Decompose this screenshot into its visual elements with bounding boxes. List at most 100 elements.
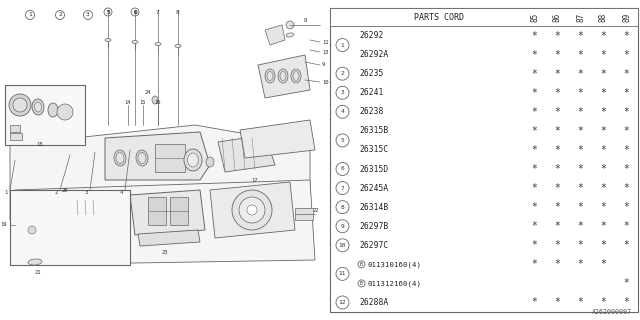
Text: 8: 8 [303,18,307,22]
Text: 5: 5 [106,10,110,14]
Text: *: * [623,202,629,212]
Text: *: * [623,145,629,155]
Text: 85: 85 [530,12,539,22]
Text: *: * [600,202,607,212]
Text: *: * [555,30,561,41]
Ellipse shape [105,38,111,42]
Text: *: * [555,221,561,231]
Text: 22: 22 [313,207,319,212]
Text: PARTS CORD: PARTS CORD [414,12,464,21]
Circle shape [336,105,349,118]
Text: 21: 21 [35,269,41,275]
Polygon shape [130,190,205,235]
Text: *: * [577,126,584,136]
Text: 7: 7 [156,10,160,14]
Text: 26297B: 26297B [359,222,388,231]
Text: *: * [600,183,607,193]
Text: *: * [532,145,538,155]
Bar [330,8,638,26]
Bar [155,144,185,172]
Polygon shape [240,120,315,158]
Bar [330,8,638,312]
Ellipse shape [188,153,198,167]
Polygon shape [210,182,295,238]
Text: 26292: 26292 [359,31,383,40]
Text: 011312160(4): 011312160(4) [367,280,421,287]
Text: 5: 5 [340,138,344,143]
Text: 13: 13 [322,50,328,54]
Text: *: * [532,69,538,79]
Text: 9: 9 [340,224,344,229]
Text: *: * [532,298,538,308]
Text: *: * [555,145,561,155]
Text: *: * [532,107,538,117]
Text: 3: 3 [84,190,88,196]
Ellipse shape [116,153,124,164]
Circle shape [336,268,349,280]
Polygon shape [138,230,200,246]
Ellipse shape [206,157,214,167]
Text: *: * [555,298,561,308]
Bar [295,208,313,220]
Text: *: * [600,145,607,155]
Text: *: * [600,164,607,174]
Text: *: * [555,126,561,136]
Circle shape [336,181,349,195]
Bar [148,197,166,225]
Polygon shape [258,55,310,98]
Ellipse shape [132,41,138,44]
Text: *: * [600,259,607,269]
Text: *: * [623,298,629,308]
Text: 11: 11 [322,39,328,44]
Text: *: * [623,50,629,60]
Text: B: B [360,262,363,267]
Text: *: * [577,107,584,117]
Ellipse shape [155,43,161,45]
Ellipse shape [175,44,181,47]
Text: 26235: 26235 [359,69,383,78]
Bar [10,125,20,132]
Text: *: * [532,126,538,136]
Text: *: * [532,221,538,231]
Text: *: * [577,183,584,193]
Text: *: * [577,30,584,41]
Text: *: * [623,69,629,79]
Text: *: * [623,88,629,98]
Text: 4: 4 [340,109,344,114]
Polygon shape [10,125,310,220]
Text: 17: 17 [252,178,259,182]
Text: 26245A: 26245A [359,184,388,193]
Text: 23: 23 [162,250,168,254]
Ellipse shape [265,69,275,83]
Ellipse shape [278,69,288,83]
Circle shape [336,67,349,80]
Circle shape [336,296,349,309]
Text: *: * [577,240,584,250]
Text: 16: 16 [155,100,161,105]
Text: *: * [600,298,607,308]
Text: *: * [555,88,561,98]
Text: *: * [532,183,538,193]
Text: *: * [600,126,607,136]
Text: B: B [360,281,363,286]
Text: *: * [577,221,584,231]
Text: *: * [577,202,584,212]
Ellipse shape [160,153,168,164]
Polygon shape [22,235,30,258]
Text: 5: 5 [106,10,110,14]
Ellipse shape [232,190,272,230]
Text: *: * [577,50,584,60]
Text: A262000097: A262000097 [592,309,632,315]
Text: *: * [555,202,561,212]
Text: 7: 7 [340,186,344,191]
Ellipse shape [286,33,294,37]
Text: 2: 2 [55,190,58,196]
Circle shape [358,280,365,287]
Text: *: * [577,259,584,269]
Text: *: * [577,298,584,308]
Text: *: * [577,88,584,98]
Text: 19: 19 [1,222,7,228]
Text: 2: 2 [58,12,62,18]
Ellipse shape [48,103,58,117]
Text: 26315B: 26315B [359,126,388,135]
